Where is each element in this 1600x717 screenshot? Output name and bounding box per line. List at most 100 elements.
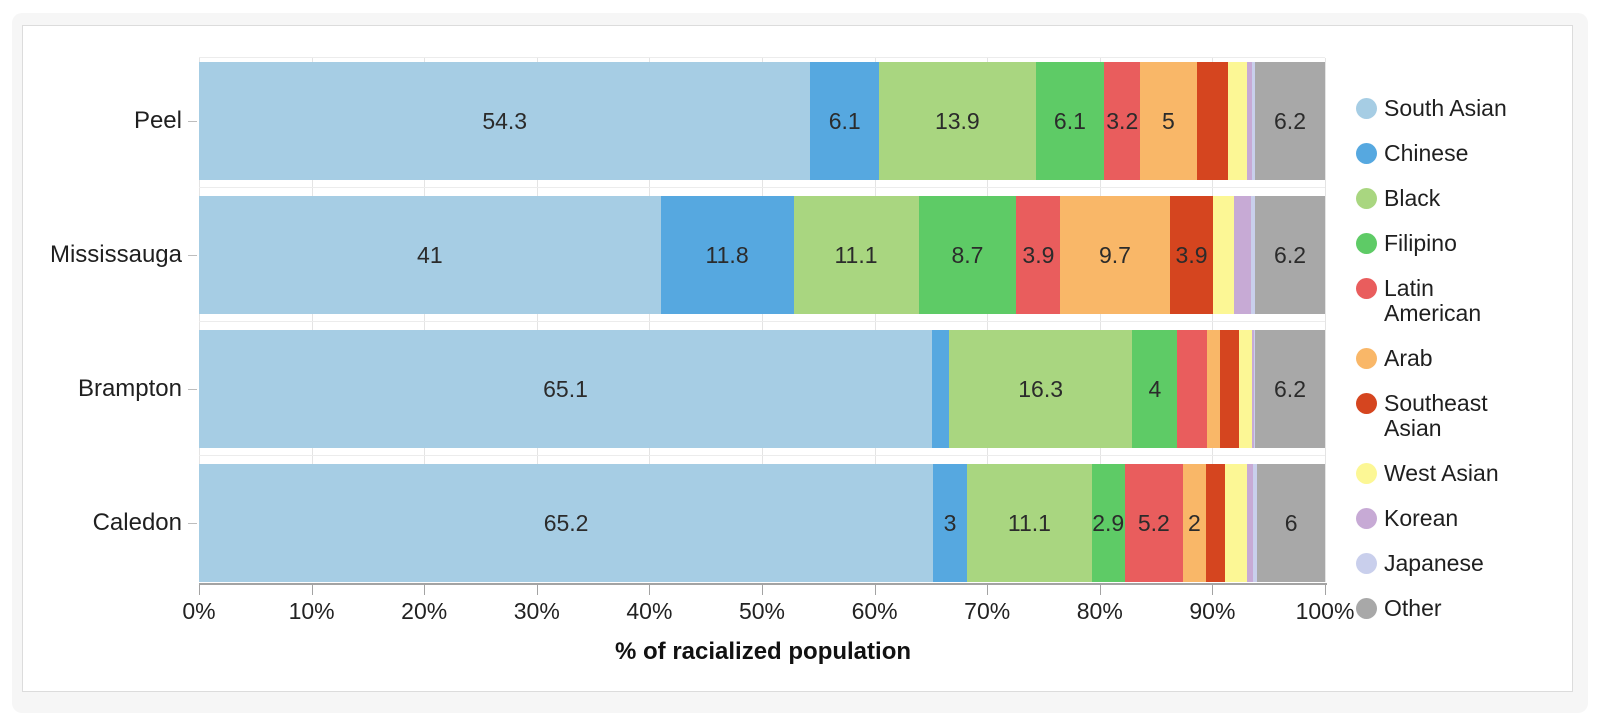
legend-label: Southeast Asian bbox=[1384, 390, 1488, 441]
category-label: Peel bbox=[133, 107, 182, 134]
gridline bbox=[199, 58, 200, 582]
bar-segment-value-label: 54.3 bbox=[482, 107, 528, 134]
bar-segment[interactable]: 6.2 bbox=[1255, 196, 1325, 314]
bar-segment-value-label: 4 bbox=[1148, 375, 1162, 402]
bar-segment[interactable] bbox=[1252, 464, 1258, 582]
gridline bbox=[987, 58, 989, 582]
bar-segment[interactable]: 5.2 bbox=[1124, 464, 1184, 582]
bar-segment[interactable] bbox=[932, 330, 949, 448]
legend-label: Korean bbox=[1384, 505, 1459, 531]
bar-segment[interactable]: 6.2 bbox=[1255, 330, 1325, 448]
y-axis-tick bbox=[188, 255, 197, 256]
gridline bbox=[1325, 58, 1326, 582]
row-separator-line bbox=[199, 57, 1325, 58]
bar-segment[interactable]: 6 bbox=[1257, 464, 1325, 582]
y-axis-tick bbox=[188, 523, 197, 524]
bar-segment-value-label: 11.1 bbox=[834, 241, 878, 268]
bar-segment-value-label: 2.9 bbox=[1092, 509, 1125, 536]
bar-segment[interactable]: 3 bbox=[933, 464, 967, 582]
legend-color-dot bbox=[1356, 508, 1377, 529]
legend-label: West Asian bbox=[1384, 460, 1499, 486]
legend-label: Japanese bbox=[1384, 550, 1484, 576]
bar-segment-value-label: 6.1 bbox=[828, 107, 861, 134]
bar-segment[interactable]: 4 bbox=[1132, 330, 1178, 448]
bar-segment[interactable]: 2.9 bbox=[1091, 464, 1125, 582]
legend-color-dot bbox=[1356, 463, 1377, 484]
x-axis-title: % of racialized population bbox=[614, 638, 912, 665]
x-axis-tick bbox=[762, 585, 763, 595]
bar-segment[interactable] bbox=[1247, 464, 1253, 582]
bar-segment[interactable]: 3.9 bbox=[1016, 196, 1061, 314]
legend-label: Filipino bbox=[1384, 230, 1457, 256]
legend-label: Black bbox=[1384, 185, 1441, 211]
x-axis-line bbox=[199, 583, 1327, 585]
bar-segment[interactable]: 16.3 bbox=[948, 330, 1133, 448]
bar-segment[interactable] bbox=[1196, 62, 1229, 180]
bar-segment-value-label: 6.2 bbox=[1274, 107, 1306, 134]
bar-segment[interactable] bbox=[1251, 330, 1254, 448]
bar-segment[interactable]: 3.2 bbox=[1104, 62, 1141, 180]
bar-segment[interactable] bbox=[1206, 330, 1221, 448]
x-axis-tick bbox=[424, 585, 426, 595]
bar-segment[interactable] bbox=[1253, 330, 1256, 448]
x-axis-tick bbox=[1325, 585, 1326, 595]
bar-segment[interactable]: 5 bbox=[1140, 62, 1197, 180]
legend-item-chinese: Chinese bbox=[1356, 141, 1521, 166]
bar-segment[interactable]: 6.1 bbox=[1035, 62, 1105, 180]
bar-segment[interactable]: 6.1 bbox=[810, 62, 880, 180]
bar-segment[interactable]: 41 bbox=[199, 196, 661, 314]
bar-segment-value-label: 6.2 bbox=[1274, 375, 1306, 402]
x-axis-tick bbox=[536, 585, 538, 595]
bar-segment[interactable]: 11.8 bbox=[660, 196, 794, 314]
gridline bbox=[874, 58, 876, 582]
gridline bbox=[536, 58, 538, 582]
bar-row-mississauga: 41 11.8 11.1 8.7 3.9 9.7 3.9 6.2 bbox=[199, 196, 1325, 314]
bar-segment[interactable]: 65.1 bbox=[199, 330, 933, 448]
bar-segment[interactable]: 2 bbox=[1183, 464, 1206, 582]
legend-color-dot bbox=[1356, 233, 1377, 254]
bar-segment-value-label: 6.1 bbox=[1053, 107, 1086, 134]
chart-card: 54.3 6.1 13.9 6.1 3.2 5 6.2 41 11.8 11.1 8.7 3.9 9.7… bbox=[12, 13, 1588, 713]
bar-segment[interactable] bbox=[1247, 62, 1252, 180]
bar-segment[interactable] bbox=[1233, 196, 1251, 314]
bar-segment[interactable] bbox=[1224, 464, 1248, 582]
bar-segment[interactable] bbox=[1205, 464, 1225, 582]
legend-item-arab: Arab bbox=[1356, 346, 1521, 371]
bar-segment[interactable] bbox=[1228, 62, 1248, 180]
bar-segment[interactable] bbox=[1220, 330, 1240, 448]
bar-segment-value-label: 5 bbox=[1162, 107, 1175, 134]
bar-segment[interactable] bbox=[1251, 62, 1256, 180]
bar-segment[interactable]: 3.9 bbox=[1169, 196, 1214, 314]
legend-color-dot bbox=[1356, 553, 1377, 574]
bar-segment[interactable]: 13.9 bbox=[879, 62, 1036, 180]
bar-segment-value-label: 3 bbox=[943, 509, 957, 536]
bar-segment-value-label: 3.2 bbox=[1106, 107, 1139, 134]
legend-label: South Asian bbox=[1384, 95, 1507, 121]
bar-segment[interactable] bbox=[1250, 196, 1256, 314]
x-axis-tick-label: 100% bbox=[1295, 598, 1355, 624]
bar-segment[interactable]: 9.7 bbox=[1060, 196, 1170, 314]
x-axis-tick bbox=[1212, 585, 1214, 595]
bar-segment[interactable] bbox=[1213, 196, 1234, 314]
bar-segment[interactable]: 65.2 bbox=[199, 464, 934, 582]
gridline bbox=[1212, 58, 1214, 582]
x-axis-tick-label: 50% bbox=[738, 598, 786, 624]
legend-item-other: Other bbox=[1356, 596, 1521, 621]
plot-area: 54.3 6.1 13.9 6.1 3.2 5 6.2 41 11.8 11.1 8.7 3.9 9.7… bbox=[199, 56, 1326, 582]
legend-color-dot bbox=[1356, 598, 1377, 619]
bar-segment[interactable] bbox=[1177, 330, 1207, 448]
bar-segment[interactable]: 6.2 bbox=[1255, 62, 1325, 180]
bar-segment[interactable]: 8.7 bbox=[918, 196, 1017, 314]
bar-segment[interactable]: 54.3 bbox=[199, 62, 811, 180]
bar-segment[interactable]: 11.1 bbox=[793, 196, 919, 314]
gridline bbox=[424, 58, 426, 582]
legend-color-dot bbox=[1356, 188, 1377, 209]
legend-item-west-asian: West Asian bbox=[1356, 461, 1521, 486]
bar-row-caledon: 65.2 3 11.1 2.9 5.2 2 6 bbox=[199, 464, 1325, 582]
gridline bbox=[762, 58, 763, 582]
bar-segment[interactable] bbox=[1239, 330, 1252, 448]
legend-color-dot bbox=[1356, 98, 1377, 119]
category-label: Caledon bbox=[92, 509, 182, 536]
bar-segment[interactable]: 11.1 bbox=[966, 464, 1092, 582]
x-axis-tick-label: 10% bbox=[288, 598, 335, 624]
